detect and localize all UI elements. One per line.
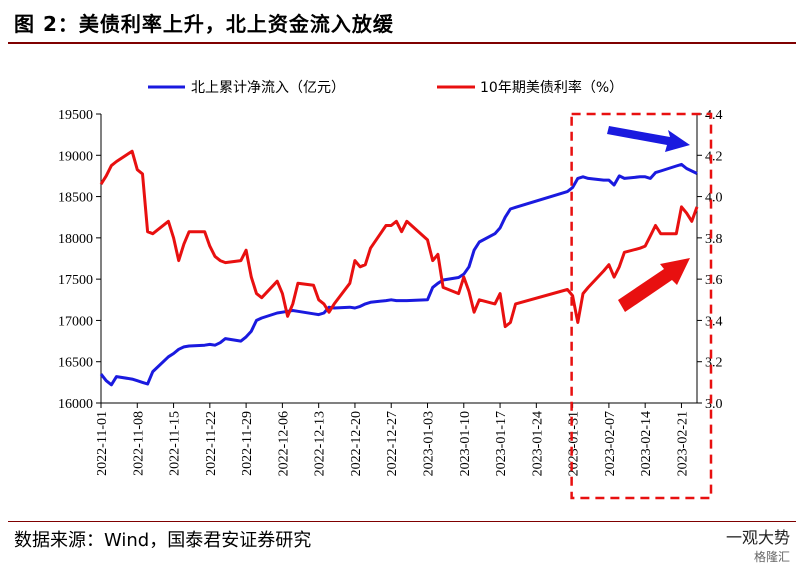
x-tick-label: 2023-02-14 <box>639 411 654 476</box>
watermark-brand-2: 格隆汇 <box>753 550 790 564</box>
chart-title: 图 2：美债利率上升，北上资金流入放缓 <box>14 12 394 36</box>
x-tick-label: 2022-11-29 <box>240 411 255 476</box>
legend-label-north: 北上累计净流入（亿元） <box>191 80 345 96</box>
y-right-tick-label: 4.2 <box>705 149 723 164</box>
x-tick-label: 2023-01-31 <box>567 411 582 476</box>
highlight-dashed-box <box>570 112 713 500</box>
x-tick-label: 2022-12-27 <box>385 411 400 476</box>
y-right-tick-label: 3.6 <box>705 273 723 288</box>
x-tick-label: 2023-01-03 <box>422 411 437 476</box>
y-left-tick-label: 19500 <box>58 108 93 123</box>
x-tick-label: 2022-12-20 <box>349 411 364 476</box>
y-right-tick-label: 3.4 <box>705 314 723 329</box>
x-tick-label: 2022-11-22 <box>204 411 219 476</box>
x-tick-label: 2022-11-15 <box>168 411 183 476</box>
y-left-tick-label: 16000 <box>58 397 93 412</box>
y-left-tick-label: 19000 <box>58 149 93 164</box>
north-inflow-line <box>99 162 698 387</box>
x-tick-label: 2022-12-13 <box>313 411 328 476</box>
annotations <box>570 112 713 500</box>
y-left-tick-label: 17500 <box>58 273 93 288</box>
legend-label-yield: 10年期美债利率（%） <box>480 79 623 96</box>
y-right-tick-label: 3.8 <box>705 232 723 247</box>
series-group <box>99 149 699 387</box>
x-tick-label: 2022-11-01 <box>95 411 110 476</box>
blue-arrow <box>607 126 690 152</box>
source-note: 数据来源：Wind，国泰君安证券研究 <box>14 530 312 551</box>
x-tick-label: 2023-02-21 <box>675 411 690 476</box>
y-left-tick-label: 16500 <box>58 356 93 371</box>
x-tick-label: 2023-01-24 <box>530 411 545 476</box>
legend: 北上累计净流入（亿元） 10年期美债利率（%） <box>148 79 623 96</box>
us10y-yield-line <box>99 149 699 329</box>
x-tick-label: 2023-02-07 <box>603 411 618 476</box>
title-rule <box>8 42 796 44</box>
y-right-tick-label: 3.2 <box>705 356 723 371</box>
source-rule <box>8 521 796 522</box>
y-right-tick-label: 4.0 <box>705 191 723 206</box>
x-tick-label: 2023-01-17 <box>494 411 509 476</box>
x-tick-label: 2023-01-10 <box>458 411 473 476</box>
y-left-tick-label: 18500 <box>58 191 93 206</box>
dual-axis-line-chart: 北上累计净流入（亿元） 10年期美债利率（%） 1600016500170001… <box>58 79 723 500</box>
x-tick-label: 2022-12-06 <box>276 411 291 476</box>
axes: 16000 16500 17000 17500 18000 18500 19000 19500… <box>58 108 723 476</box>
y-left-tick-label: 17000 <box>58 314 93 329</box>
watermark: 一观大势 格隆汇 <box>726 524 790 565</box>
red-arrow <box>618 258 690 312</box>
x-tick-label: 2022-11-08 <box>131 411 146 476</box>
y-left-tick-label: 18000 <box>58 232 93 247</box>
y-right-tick-label: 3.0 <box>705 397 723 412</box>
y-right-tick-label: 4.4 <box>705 108 723 123</box>
watermark-brand: 一观大势 <box>725 528 790 547</box>
